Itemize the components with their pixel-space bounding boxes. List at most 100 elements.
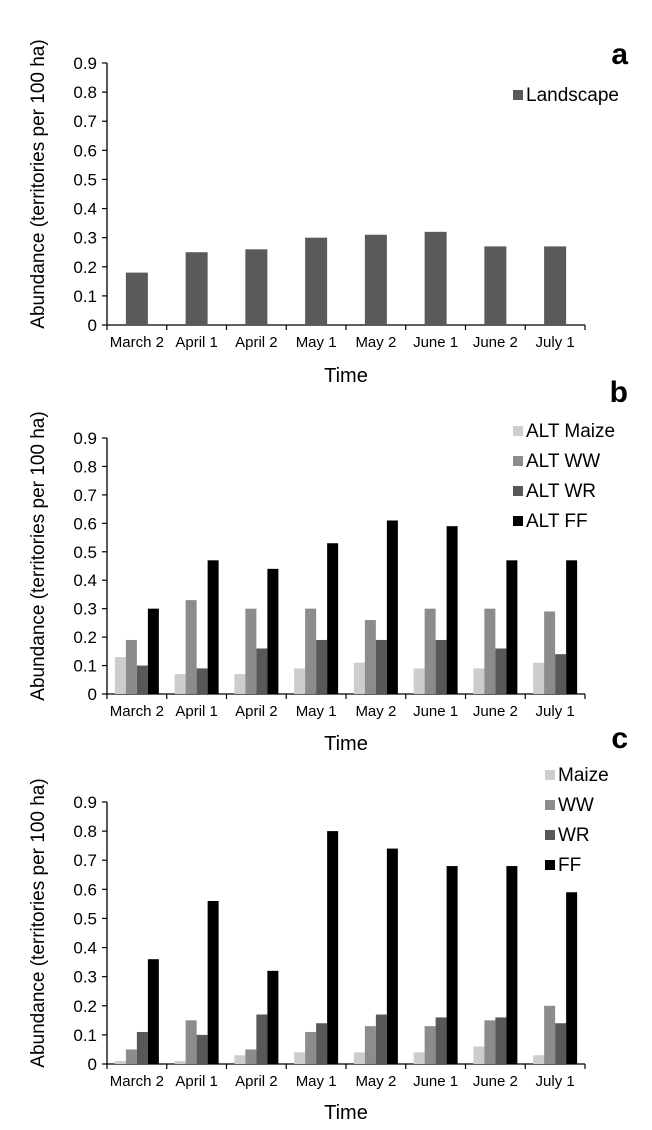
x-tick-label: July 1 [536, 1073, 575, 1090]
bar [147, 608, 159, 694]
x-tick-label: April 2 [235, 334, 278, 351]
bar [566, 892, 578, 1064]
bar [245, 608, 257, 694]
bar [125, 639, 137, 694]
x-tick-label: May 2 [355, 703, 396, 720]
y-tick-label: 0.5 [73, 170, 97, 189]
panel-c: c 0 0.1 0.2 0.3 0.4 0.5 0.6 0.7 0.8 0.9 March 2 Apr… [28, 722, 628, 1124]
legend-label: Landscape [526, 85, 619, 106]
x-tick-label: May 1 [296, 334, 337, 351]
bar [327, 831, 339, 1064]
x-axis-title: Time [324, 365, 368, 387]
bar [294, 1052, 306, 1064]
bar [544, 1005, 556, 1064]
legend-label: WR [558, 825, 590, 846]
bar [495, 648, 507, 694]
y-tick-label: 0.7 [73, 486, 97, 505]
legend-swatch [545, 770, 555, 780]
bar [446, 866, 458, 1064]
bar [256, 1014, 268, 1064]
bar [114, 1061, 126, 1064]
bar [484, 1020, 496, 1064]
panel-label-a: a [611, 38, 628, 71]
x-tick-label: May 1 [296, 703, 337, 720]
bar [174, 674, 186, 694]
y-tick-label: 0.3 [73, 229, 97, 248]
bar [544, 246, 567, 325]
y-tick-label: 0.7 [73, 112, 97, 131]
legend-label: ALT FF [526, 511, 588, 532]
bar [316, 639, 328, 694]
y-tick-label: 0 [88, 685, 97, 704]
bar [413, 1052, 425, 1064]
bar [147, 959, 159, 1064]
y-axis-title: Abundance (territories per 100 ha) [28, 39, 49, 328]
bar [424, 608, 436, 694]
y-tick-label: 0.9 [73, 429, 97, 448]
y-tick-label: 0.3 [73, 600, 97, 619]
bar [234, 1055, 246, 1064]
panel-b: b 0 0.1 0.2 0.3 0.4 0.5 0.6 0.7 0.8 0.9 March 2 Apr… [28, 376, 628, 755]
panel-label-c: c [611, 722, 628, 755]
y-tick-label: 0.5 [73, 543, 97, 562]
bar [125, 1049, 137, 1064]
y-tick-label: 0.6 [73, 514, 97, 533]
y-tick-label: 0.4 [73, 939, 97, 958]
bar [327, 543, 339, 694]
bar [196, 668, 208, 694]
bar [353, 662, 365, 694]
x-tick-label: May 2 [355, 334, 396, 351]
x-tick-label: June 1 [413, 703, 458, 720]
bar [267, 970, 279, 1064]
bar [185, 1020, 197, 1064]
bar [375, 1014, 387, 1064]
bar [185, 600, 197, 694]
bar [207, 900, 219, 1064]
bar [316, 1023, 328, 1064]
x-tick-label: April 1 [175, 334, 218, 351]
bar [566, 560, 578, 694]
x-tick-label: March 2 [110, 1073, 164, 1090]
bar [386, 848, 398, 1064]
legend-label: ALT WW [526, 451, 600, 472]
bar [256, 648, 268, 694]
bar [174, 1061, 186, 1064]
y-tick-label: 0 [88, 316, 97, 335]
bar [196, 1034, 208, 1064]
y-tick-label: 0.8 [73, 822, 97, 841]
bar [386, 520, 398, 694]
bar [305, 1031, 317, 1064]
y-tick-label: 0.5 [73, 909, 97, 928]
x-tick-label: March 2 [110, 334, 164, 351]
bar [555, 1023, 567, 1064]
y-tick-label: 0.2 [73, 628, 97, 647]
legend-swatch [513, 456, 523, 466]
bar [495, 1017, 507, 1064]
bar [245, 1049, 257, 1064]
y-tick-label: 0.6 [73, 880, 97, 899]
bar [544, 611, 556, 694]
y-tick-label: 0.2 [73, 997, 97, 1016]
y-tick-label: 0.8 [73, 457, 97, 476]
bar [305, 608, 317, 694]
bar [245, 249, 268, 325]
y-tick-label: 0.3 [73, 968, 97, 987]
x-tick-label: March 2 [110, 703, 164, 720]
bar [473, 1046, 485, 1064]
legend-label: ALT WR [526, 481, 596, 502]
bar [185, 252, 208, 325]
bar [435, 1017, 447, 1064]
bar [533, 1055, 545, 1064]
legend-label: WW [558, 795, 594, 816]
legend-swatch [545, 830, 555, 840]
bar [506, 866, 518, 1064]
x-tick-label: July 1 [536, 334, 575, 351]
x-tick-label: June 2 [473, 334, 518, 351]
bar [364, 1026, 376, 1064]
y-tick-label: 0.4 [73, 571, 97, 590]
bar [473, 668, 485, 694]
legend-swatch [545, 860, 555, 870]
bar [424, 231, 447, 325]
bar [234, 674, 246, 694]
